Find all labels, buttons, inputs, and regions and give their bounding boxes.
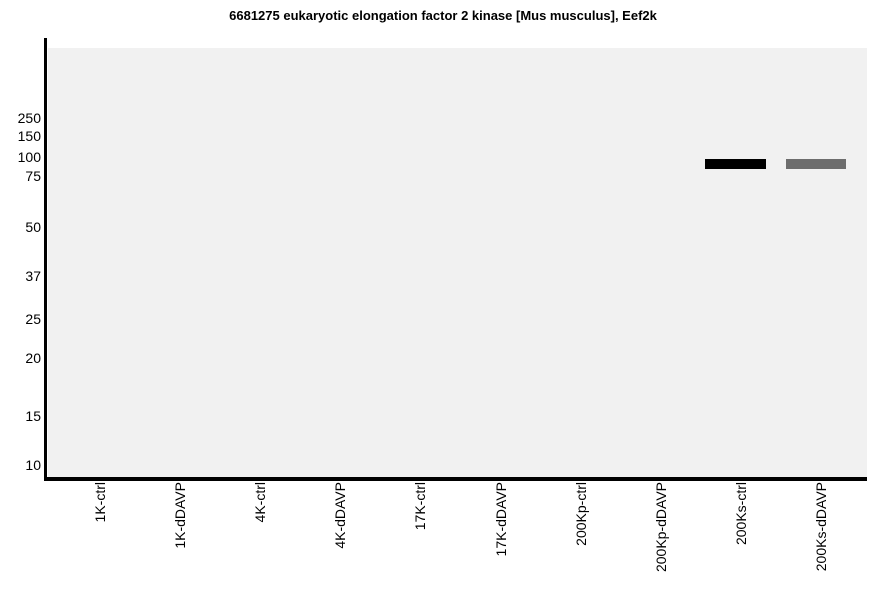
x-tick-label-200Kp-dDAVP: 200Kp-dDAVP	[653, 482, 669, 573]
y-tick-label-100: 100	[17, 149, 41, 165]
x-tick-label-4K-ctrl: 4K-ctrl	[252, 482, 268, 523]
y-tick-label-20: 20	[25, 350, 41, 366]
x-tick-label-200Ks-ctrl: 200Ks-ctrl	[733, 482, 749, 546]
x-tick-label-17K-ctrl: 17K-ctrl	[412, 482, 428, 531]
y-tick-label-25: 25	[25, 311, 41, 327]
y-tick-label-75: 75	[25, 168, 41, 184]
chart-title: 6681275 eukaryotic elongation factor 2 k…	[229, 8, 657, 23]
y-axis-line	[44, 38, 47, 481]
plot-area	[48, 48, 867, 477]
x-axis-line	[44, 477, 867, 481]
x-tick-label-1K-dDAVP: 1K-dDAVP	[172, 482, 188, 549]
y-tick-label-150: 150	[17, 128, 41, 144]
y-tick-label-37: 37	[25, 268, 41, 284]
x-tick-label-200Kp-ctrl: 200Kp-ctrl	[573, 482, 589, 546]
band-200Ks-ctrl	[705, 159, 766, 169]
y-tick-label-250: 250	[17, 110, 41, 126]
x-tick-label-17K-dDAVP: 17K-dDAVP	[493, 482, 509, 557]
x-tick-label-1K-ctrl: 1K-ctrl	[92, 482, 108, 523]
y-tick-label-50: 50	[25, 219, 41, 235]
y-tick-label-15: 15	[25, 408, 41, 424]
y-tick-label-10: 10	[25, 457, 41, 473]
x-tick-label-4K-dDAVP: 4K-dDAVP	[332, 482, 348, 549]
x-tick-label-200Ks-dDAVP: 200Ks-dDAVP	[813, 482, 829, 572]
band-200Ks-dDAVP	[786, 159, 846, 169]
